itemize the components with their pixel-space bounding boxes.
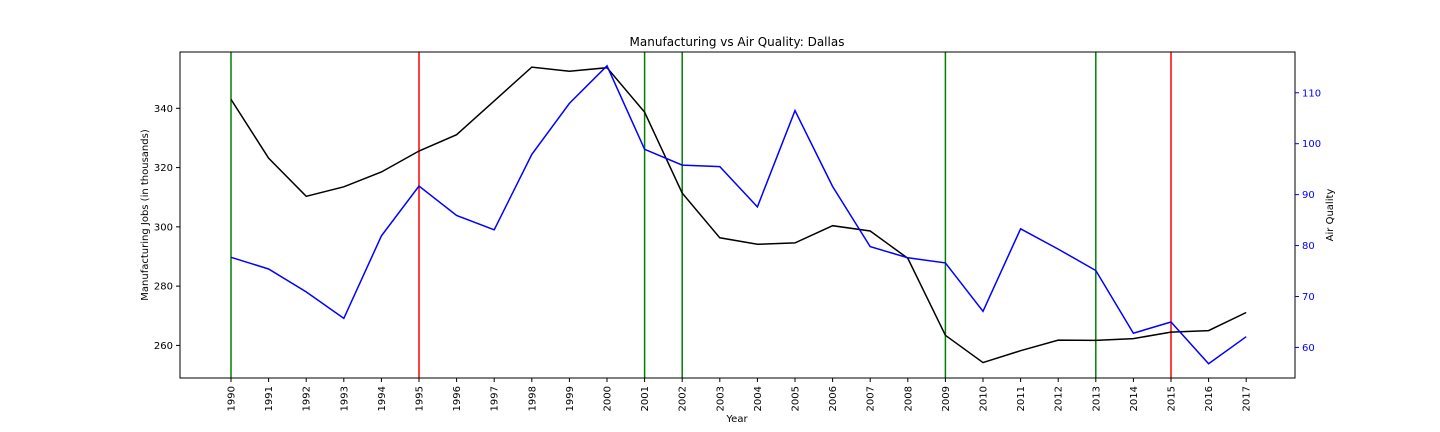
x-tick-label: 1995 — [415, 386, 426, 411]
x-tick-label: 2011 — [1016, 386, 1027, 411]
x-tick-label: 1990 — [227, 386, 238, 411]
y-right-tick-label: 80 — [1302, 241, 1315, 252]
y-axis-right-label: Air Quality — [1325, 189, 1336, 242]
x-tick-label: 2016 — [1204, 386, 1215, 411]
x-tick-label: 2003 — [715, 386, 726, 411]
x-tick-label: 2007 — [866, 386, 877, 411]
x-tick-label: 2008 — [903, 386, 914, 411]
x-tick-label: 2013 — [1091, 386, 1102, 411]
x-tick-label: 1993 — [339, 386, 350, 411]
x-tick-label: 2000 — [603, 386, 614, 411]
x-tick-label: 1996 — [452, 386, 463, 411]
x-tick-label: 2017 — [1242, 386, 1253, 411]
y-right-tick-label: 60 — [1302, 343, 1315, 354]
y-left-tick-label: 280 — [154, 282, 173, 293]
x-tick-label: 2006 — [828, 386, 839, 411]
x-tick-label: 2009 — [941, 386, 952, 411]
x-tick-label: 2002 — [678, 386, 689, 411]
x-axis-ticks: 1990 1991 1992 1993 1994 1995 1996 1997 1998 1999… — [227, 378, 1253, 411]
y-right-tick-label: 90 — [1302, 190, 1315, 201]
series-line-right — [230, 64, 1247, 365]
x-tick-label: 2015 — [1167, 386, 1178, 411]
y-right-tick-label: 70 — [1302, 292, 1315, 303]
x-tick-label: 1997 — [490, 386, 501, 411]
x-tick-label: 2001 — [640, 386, 651, 411]
y-left-tick-label: 340 — [154, 104, 173, 115]
x-axis-label: Year — [725, 414, 748, 425]
y-left-tick-label: 320 — [154, 163, 173, 174]
x-tick-label: 2010 — [979, 386, 990, 411]
x-tick-label: 2012 — [1054, 386, 1065, 411]
x-tick-label: 1999 — [565, 386, 576, 411]
y-left-tick-label: 260 — [154, 341, 173, 352]
x-tick-label: 2004 — [753, 386, 764, 411]
y-axis-right-ticks: 60 70 80 90 100 110 — [1295, 88, 1321, 354]
x-tick-label: 2005 — [791, 386, 802, 411]
y-axis-left-label: Manufacturing Jobs (in thousands) — [140, 129, 151, 301]
series-lines — [230, 64, 1247, 365]
y-left-tick-label: 300 — [154, 222, 173, 233]
vertical-lines — [230, 52, 1172, 378]
plot-frame — [179, 51, 1296, 379]
x-tick-label: 1994 — [377, 386, 388, 411]
x-tick-label: 1998 — [527, 386, 538, 411]
x-tick-label: 1992 — [302, 386, 313, 411]
x-tick-label: 2014 — [1129, 386, 1140, 411]
x-tick-label: 1991 — [264, 386, 275, 411]
y-right-tick-label: 100 — [1302, 139, 1321, 150]
chart-title: Manufacturing vs Air Quality: Dallas — [630, 35, 845, 49]
series-line-left — [230, 66, 1247, 364]
y-right-tick-label: 110 — [1302, 88, 1321, 99]
y-axis-left-ticks: 260 280 300 320 340 — [154, 104, 180, 352]
